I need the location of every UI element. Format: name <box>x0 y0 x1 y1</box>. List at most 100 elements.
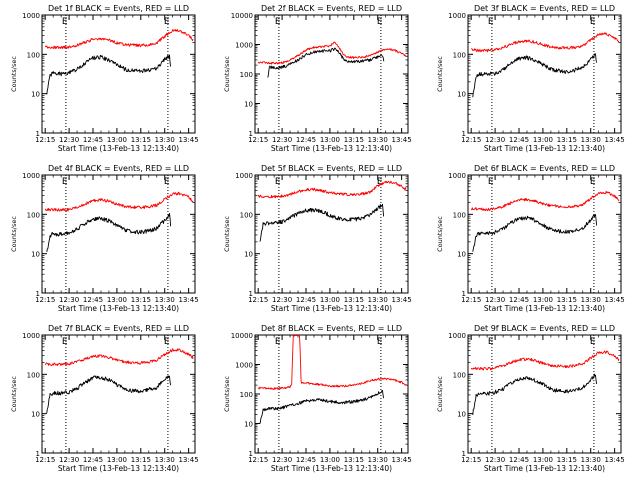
lld-series-line <box>44 191 194 212</box>
x-tick-label: 13:00 <box>320 456 340 464</box>
events-series-line <box>46 54 172 95</box>
event-marker-label: E <box>62 337 68 347</box>
x-axis-label: Start Time (13-Feb-13 12:13:40) <box>484 304 605 313</box>
x-tick-label: 12:15 <box>35 296 55 304</box>
x-tick-label: 12:45 <box>83 136 103 144</box>
chart-title: Det 1f BLACK = Events, RED = LLD <box>48 4 189 13</box>
x-tick-label: 13:30 <box>155 456 175 464</box>
x-tick-label: 13:30 <box>368 296 388 304</box>
x-tick-label: 12:30 <box>485 136 505 144</box>
x-tick-label: 12:15 <box>461 296 481 304</box>
event-marker-label: E <box>377 177 383 187</box>
y-tick-label: 1 <box>36 450 40 458</box>
chart-panel-9: Det 9f BLACK = Events, RED = LLD 1 10 100 10… <box>436 324 625 473</box>
y-axis-label: Counts/sec <box>223 376 231 412</box>
event-marker-label: E <box>377 17 383 27</box>
chart-panel-2: Det 2f BLACK = Events, RED = LLD 1 10 100 10… <box>223 4 412 153</box>
x-tick-label: 13:30 <box>368 136 388 144</box>
x-tick-label: 12:30 <box>59 456 79 464</box>
x-tick-label: 12:45 <box>296 456 316 464</box>
y-axis-label: Counts/sec <box>223 56 231 92</box>
y-tick-label: 100 <box>453 211 466 219</box>
plot-frame <box>41 14 196 134</box>
y-tick-label: 1000 <box>22 332 40 340</box>
y-tick-label: 1 <box>462 130 466 138</box>
y-tick-label: 100 <box>240 71 253 79</box>
event-marker-label: E <box>377 337 383 347</box>
x-tick-label: 13:45 <box>392 296 412 304</box>
x-tick-label: 12:15 <box>461 136 481 144</box>
plot-frame <box>467 174 622 294</box>
lld-series-line <box>44 348 194 367</box>
y-tick-label: 1000 <box>235 42 253 50</box>
x-axis-label: Start Time (13-Feb-13 12:13:40) <box>58 144 179 153</box>
x-tick-label: 13:15 <box>131 296 151 304</box>
event-marker-label: E <box>275 337 281 347</box>
plot-frame <box>254 14 409 134</box>
y-tick-label: 10 <box>31 91 40 99</box>
lld-series-line <box>470 32 620 53</box>
y-tick-label: 1000 <box>22 12 40 20</box>
chart-title: Det 2f BLACK = Events, RED = LLD <box>261 4 402 13</box>
x-tick-label: 13:30 <box>155 296 175 304</box>
event-marker-label: E <box>590 177 596 187</box>
x-tick-label: 12:30 <box>485 456 505 464</box>
x-tick-label: 13:15 <box>344 456 364 464</box>
x-tick-label: 12:15 <box>248 136 268 144</box>
y-tick-label: 100 <box>27 211 40 219</box>
y-tick-label: 1 <box>249 290 253 298</box>
x-tick-label: 13:45 <box>392 136 412 144</box>
x-tick-label: 12:15 <box>248 456 268 464</box>
chart-title: Det 5f BLACK = Events, RED = LLD <box>261 164 402 173</box>
events-series-line <box>259 203 385 242</box>
x-tick-label: 12:30 <box>59 296 79 304</box>
x-tick-label: 12:30 <box>272 296 292 304</box>
lld-series-line <box>257 335 407 390</box>
plot-frame <box>41 334 196 454</box>
x-axis-label: Start Time (13-Feb-13 12:13:40) <box>271 144 392 153</box>
x-axis-label: Start Time (13-Feb-13 12:13:40) <box>484 144 605 153</box>
x-tick-label: 13:45 <box>605 456 625 464</box>
event-marker-label: E <box>488 177 494 187</box>
x-tick-label: 12:45 <box>83 296 103 304</box>
lld-series-line <box>470 190 620 212</box>
events-series-line <box>267 47 385 78</box>
x-tick-label: 13:00 <box>533 456 553 464</box>
x-tick-label: 13:30 <box>581 136 601 144</box>
x-tick-label: 12:30 <box>272 456 292 464</box>
x-tick-label: 13:00 <box>320 136 340 144</box>
x-tick-label: 12:30 <box>59 136 79 144</box>
chart-panel-3: Det 3f BLACK = Events, RED = LLD 1 10 100 10… <box>436 4 625 153</box>
lld-series-line <box>257 41 407 65</box>
chart-title: Det 9f BLACK = Events, RED = LLD <box>474 324 615 333</box>
x-tick-label: 13:45 <box>179 136 199 144</box>
x-tick-label: 13:30 <box>581 456 601 464</box>
x-tick-label: 12:15 <box>461 456 481 464</box>
x-tick-label: 13:15 <box>557 136 577 144</box>
x-tick-label: 13:15 <box>344 136 364 144</box>
y-axis-label: Counts/sec <box>223 216 231 252</box>
x-tick-label: 13:45 <box>179 456 199 464</box>
y-tick-label: 10 <box>457 411 466 419</box>
x-tick-label: 12:45 <box>83 456 103 464</box>
event-marker-label: E <box>164 17 170 27</box>
y-tick-label: 1000 <box>448 12 466 20</box>
plot-frame <box>467 334 622 454</box>
chart-title: Det 6f BLACK = Events, RED = LLD <box>474 164 615 173</box>
event-marker-label: E <box>164 337 170 347</box>
events-series-line <box>472 373 598 416</box>
lld-series-line <box>257 180 407 199</box>
y-tick-label: 100 <box>240 211 253 219</box>
x-axis-label: Start Time (13-Feb-13 12:13:40) <box>58 464 179 473</box>
event-marker-label: E <box>488 17 494 27</box>
x-tick-label: 12:45 <box>296 136 316 144</box>
x-axis-label: Start Time (13-Feb-13 12:13:40) <box>271 304 392 313</box>
x-tick-label: 12:45 <box>509 136 529 144</box>
x-tick-label: 13:45 <box>392 456 412 464</box>
y-tick-label: 10 <box>244 421 253 429</box>
y-axis-label: Counts/sec <box>10 376 18 412</box>
x-tick-label: 13:30 <box>368 456 388 464</box>
x-tick-label: 13:30 <box>155 136 175 144</box>
x-tick-label: 12:30 <box>272 136 292 144</box>
y-tick-label: 1 <box>36 130 40 138</box>
